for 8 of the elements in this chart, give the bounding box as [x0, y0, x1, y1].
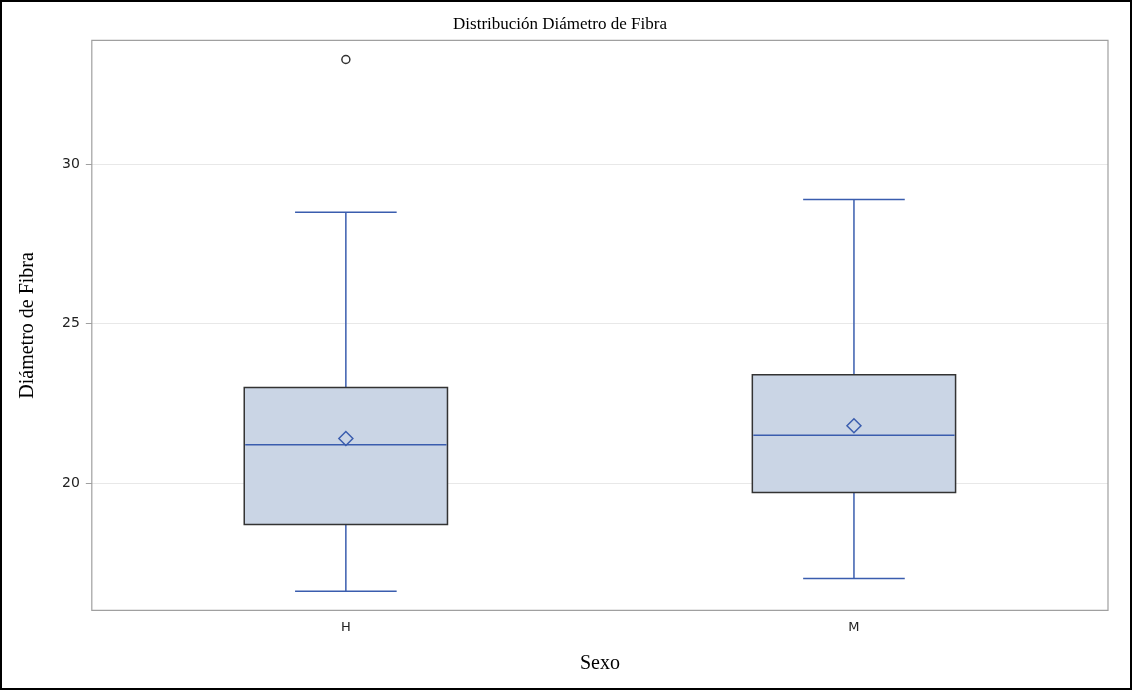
x-axis-title: Sexo — [579, 651, 620, 674]
y-tick-label: 30 — [61, 155, 80, 172]
y-axis-title: Diámetro de Fibra — [15, 251, 38, 399]
y-tick-label: 20 — [61, 473, 80, 490]
chart-title: Distribución Diámetro de Fibra — [453, 13, 668, 33]
x-tick-label: H — [340, 618, 351, 634]
y-tick-label: 25 — [61, 314, 80, 331]
x-tick-label: M — [848, 618, 860, 634]
